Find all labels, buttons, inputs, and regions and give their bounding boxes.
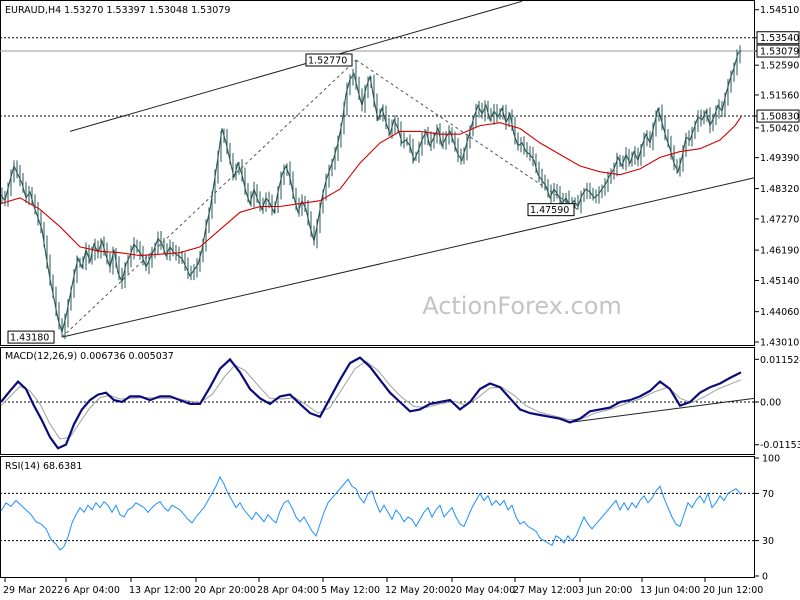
price-annotation-label: 1.43180 [10, 333, 49, 344]
price-tick-label: 1.53079 [760, 47, 799, 58]
time-tick-label: 20 Apr 20:00 [194, 585, 256, 596]
rsi-tick-label: 30 [762, 536, 774, 547]
dashed-rise-trendline [61, 59, 357, 338]
rsi-line [0, 475, 742, 551]
rsi-tick-label: 70 [762, 489, 774, 500]
price-tick-label: 1.45140 [760, 276, 799, 287]
price-tick-label: 1.47270 [760, 214, 799, 225]
time-tick-label: 5 May 12:00 [321, 585, 380, 596]
macd-tick-label: -0.011537 [760, 440, 800, 451]
price-level-box [756, 44, 800, 58]
lower-channel-trendline [61, 177, 756, 338]
time-tick-label: 13 Apr 12:00 [129, 585, 191, 596]
rsi-panel-title: RSI(14) 68.6381 [5, 461, 82, 472]
price-annotation-box [527, 203, 575, 217]
price-tick-label: 1.51560 [760, 90, 799, 101]
price-tick-label: 1.48320 [760, 184, 799, 195]
price-panel: ActionForex.com 1.43180 1.52770 1.47590 EU… [0, 0, 800, 349]
time-tick-label: 12 May 20:00 [385, 585, 450, 596]
time-tick-label: 6 Apr 04:00 [64, 585, 120, 596]
price-tick-label: 1.54510 [760, 5, 799, 16]
time-tick-label: 29 Mar 2022 [3, 585, 63, 596]
price-annotation-box [7, 330, 55, 344]
price-annotation-label: 1.52770 [308, 55, 347, 66]
time-tick-label: 3 Jun 20:00 [578, 585, 632, 596]
rsi-panel: RSI(14) 68.6381 100 70 30 0 [0, 454, 780, 583]
macd-signal-line [0, 360, 742, 440]
time-tick-label: 28 Apr 04:00 [257, 585, 319, 596]
time-tick-label: 20 May 04:00 [450, 585, 515, 596]
moving-average-line [0, 116, 742, 257]
price-panel-title: EURAUD,H4 1.53270 1.53397 1.53048 1.5307… [5, 5, 230, 16]
price-annotation-label: 1.47590 [530, 205, 569, 216]
macd-panel-title: MACD(12,26,9) 0.006736 0.005037 [5, 351, 174, 362]
time-tick-label: 13 Jun 04:00 [640, 585, 700, 596]
time-tick-label: 27 May 12:00 [513, 585, 578, 596]
price-watermark: ActionForex.com [422, 292, 622, 320]
time-tick-label: 20 Jun 12:00 [703, 585, 763, 596]
macd-support-trendline [569, 397, 756, 423]
price-level-box [756, 109, 800, 123]
upper-channel-trendline [69, 0, 523, 132]
price-tick-label: 1.44060 [760, 307, 799, 318]
price-level-box [756, 31, 800, 45]
price-tick-label: 1.46190 [760, 246, 799, 257]
macd-line [0, 356, 742, 450]
price-tick-label: 1.53540 [760, 33, 799, 44]
macd-tick-label: 0.011524 [760, 355, 800, 366]
rsi-tick-label: 0 [762, 572, 768, 583]
price-annotation-box [305, 53, 353, 67]
macd-tick-label: 0.00 [760, 398, 781, 409]
price-tick-label: 1.43010 [760, 338, 799, 349]
price-tick-label: 1.50830 [760, 112, 799, 123]
price-tick-label: 1.52590 [760, 61, 799, 72]
price-tick-label: 1.49390 [760, 153, 799, 164]
time-axis: 29 Mar 2022 6 Apr 04:00 13 Apr 12:00 20 Apr… [3, 578, 763, 596]
price-tick-label: 1.50420 [760, 123, 799, 134]
macd-panel: MACD(12,26,9) 0.006736 0.005037 0.011524… [0, 347, 800, 455]
price-panel-frame [0, 0, 755, 346]
rsi-panel-frame [0, 456, 755, 578]
rsi-tick-label: 100 [762, 454, 780, 465]
